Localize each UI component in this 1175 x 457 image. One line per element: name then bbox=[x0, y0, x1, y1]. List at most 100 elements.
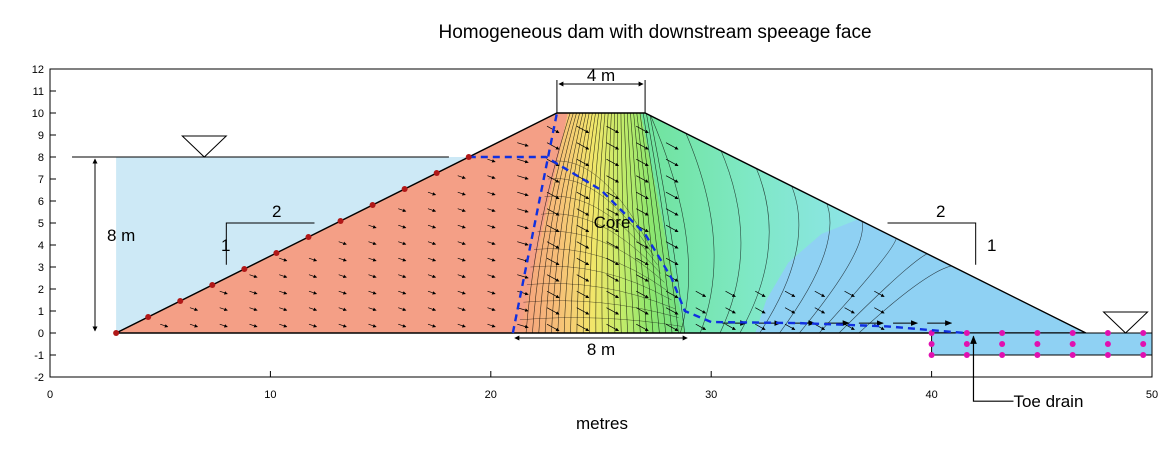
flow-vector bbox=[606, 257, 619, 266]
flow-vector bbox=[546, 323, 560, 332]
y-tick-label: -1 bbox=[34, 350, 44, 362]
flow-vector bbox=[665, 241, 679, 249]
flow-vector bbox=[576, 158, 590, 167]
flow-vector bbox=[606, 241, 619, 249]
flow-vector bbox=[695, 307, 706, 314]
flow-vector bbox=[338, 307, 347, 311]
equipotential-line bbox=[582, 113, 600, 333]
upstream-node bbox=[177, 298, 184, 304]
flow-vector bbox=[814, 307, 826, 314]
core-boundary-line bbox=[511, 112, 559, 334]
flow-vector bbox=[517, 323, 529, 329]
flow-vector bbox=[368, 257, 377, 262]
equipotential-contours bbox=[519, 113, 968, 333]
flow-vector bbox=[517, 158, 529, 164]
drain-node bbox=[1069, 352, 1076, 358]
flow-vector bbox=[457, 191, 466, 196]
upstream-slope-indicator: 2 1 bbox=[221, 202, 315, 265]
flow-vector bbox=[487, 158, 496, 163]
flow-vector bbox=[308, 257, 318, 262]
flow-vector bbox=[249, 307, 258, 311]
drain-node bbox=[1034, 330, 1041, 336]
equipotential-line bbox=[532, 113, 574, 333]
equipotential-line bbox=[589, 113, 603, 333]
upstream-node bbox=[305, 234, 312, 240]
flow-vector bbox=[457, 274, 466, 278]
drain-node bbox=[999, 330, 1006, 336]
y-tick-label: 9 bbox=[38, 130, 44, 142]
flow-vector bbox=[725, 323, 736, 331]
flow-vector bbox=[398, 323, 407, 328]
flow-vector bbox=[338, 257, 347, 262]
equipotential-line bbox=[630, 113, 647, 333]
toe-drain-pointer: Toe drain bbox=[970, 335, 1083, 411]
flow-vector bbox=[606, 224, 619, 233]
downstream-water-level-symbol bbox=[1102, 311, 1149, 334]
flow-vector bbox=[665, 290, 679, 299]
flow-vector bbox=[517, 241, 529, 246]
equipotential-line bbox=[607, 113, 612, 333]
flow-vector bbox=[784, 307, 796, 314]
upstream-node bbox=[241, 266, 248, 272]
equipotential-line bbox=[633, 113, 654, 333]
drain-node bbox=[1034, 341, 1041, 347]
flow-vector bbox=[606, 158, 619, 167]
equipotential-line bbox=[626, 113, 641, 333]
flow-vector bbox=[576, 208, 590, 216]
upstream-slope-horizontal: 2 bbox=[272, 202, 281, 221]
flow-vector bbox=[636, 274, 649, 282]
flow-vector bbox=[308, 307, 318, 311]
flow-vector bbox=[487, 191, 496, 196]
y-tick-label: 10 bbox=[32, 108, 44, 120]
flow-vector bbox=[249, 323, 258, 328]
flow-vector bbox=[755, 290, 766, 298]
x-tick-label: 50 bbox=[1146, 389, 1158, 401]
flow-vector bbox=[606, 323, 619, 332]
flow-vector bbox=[189, 323, 198, 328]
flow-line bbox=[537, 230, 665, 283]
base-width-label: 8 m bbox=[587, 340, 615, 359]
flow-vector bbox=[517, 307, 529, 312]
flow-vector bbox=[576, 290, 590, 299]
flow-vector bbox=[784, 323, 796, 331]
y-tick-label: 3 bbox=[38, 262, 44, 274]
flow-vector bbox=[695, 290, 706, 298]
flow-vector bbox=[368, 274, 377, 278]
flow-vector bbox=[576, 274, 590, 282]
flow-vector bbox=[487, 290, 496, 295]
flow-vector bbox=[636, 208, 649, 216]
flow-vector bbox=[546, 208, 560, 216]
equipotential-line bbox=[636, 113, 660, 333]
flow-vector bbox=[368, 323, 377, 328]
flow-vector bbox=[457, 224, 466, 229]
flow-vector bbox=[427, 323, 437, 328]
flow-vector bbox=[487, 323, 496, 328]
flow-vector bbox=[249, 274, 258, 278]
drain-node bbox=[963, 341, 970, 347]
flow-vector bbox=[338, 241, 347, 245]
core-label: Core bbox=[594, 213, 631, 232]
equipotential-line bbox=[557, 113, 587, 333]
flow-vector bbox=[755, 323, 766, 331]
upstream-node bbox=[209, 282, 216, 288]
flow-vector bbox=[814, 323, 826, 331]
flow-vector bbox=[487, 257, 496, 262]
flow-vector bbox=[546, 290, 560, 299]
downstream-slope-indicator: 2 1 bbox=[887, 202, 996, 265]
flow-vector bbox=[546, 257, 560, 266]
flow-vector bbox=[636, 175, 649, 183]
flow-vector bbox=[665, 142, 679, 150]
x-tick-label: 10 bbox=[264, 389, 276, 401]
flow-vector bbox=[368, 290, 377, 295]
flow-vector bbox=[576, 191, 590, 200]
flow-vector bbox=[487, 224, 496, 229]
flow-line bbox=[548, 178, 655, 257]
drain-node bbox=[1140, 330, 1147, 336]
flow-vector bbox=[279, 307, 288, 311]
crest-width-dimension: 4 m bbox=[556, 66, 646, 113]
flow-vector bbox=[546, 241, 560, 249]
flow-vector bbox=[457, 323, 466, 328]
flow-vector bbox=[784, 290, 796, 298]
flow-vector bbox=[308, 274, 318, 278]
